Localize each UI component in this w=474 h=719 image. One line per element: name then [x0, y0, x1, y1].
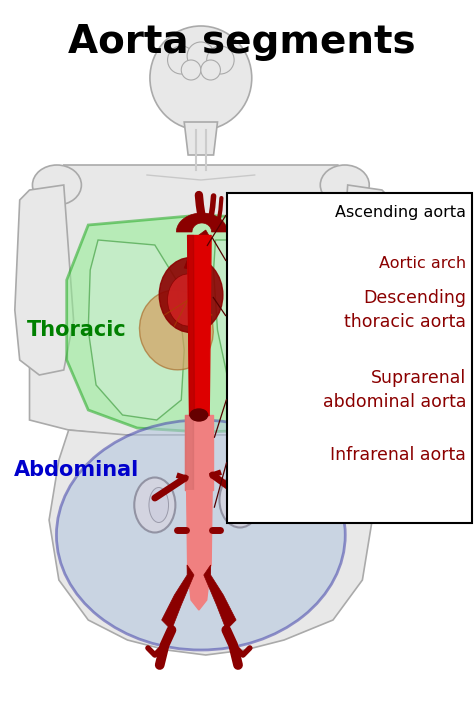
Ellipse shape — [32, 165, 82, 205]
Text: Ascending aorta: Ascending aorta — [335, 206, 466, 221]
Polygon shape — [338, 185, 397, 375]
Text: Aortic arch: Aortic arch — [379, 255, 466, 270]
Polygon shape — [184, 122, 218, 155]
Text: Abdominal: Abdominal — [14, 460, 139, 480]
Ellipse shape — [149, 487, 169, 523]
Circle shape — [167, 46, 195, 74]
Circle shape — [181, 60, 201, 80]
Polygon shape — [162, 565, 194, 630]
Polygon shape — [29, 165, 382, 435]
Ellipse shape — [159, 257, 223, 332]
Text: Aorta segments: Aorta segments — [68, 23, 416, 61]
Ellipse shape — [320, 165, 369, 205]
Circle shape — [150, 26, 252, 130]
Ellipse shape — [235, 482, 255, 518]
Ellipse shape — [190, 409, 208, 421]
Polygon shape — [187, 565, 210, 610]
Polygon shape — [49, 430, 372, 655]
Polygon shape — [184, 230, 209, 270]
Circle shape — [201, 60, 220, 80]
Polygon shape — [214, 240, 309, 415]
Ellipse shape — [167, 274, 209, 326]
Ellipse shape — [56, 420, 345, 650]
Circle shape — [187, 42, 215, 70]
Polygon shape — [176, 213, 227, 232]
Text: Suprarenal
abdominal aorta: Suprarenal abdominal aorta — [323, 369, 466, 411]
Bar — [227, 193, 472, 523]
Ellipse shape — [134, 477, 175, 533]
Text: Descending
thoracic aorta: Descending thoracic aorta — [344, 289, 466, 331]
Polygon shape — [88, 240, 184, 420]
Polygon shape — [204, 565, 236, 630]
Polygon shape — [67, 215, 348, 432]
Text: Infrarenal aorta: Infrarenal aorta — [330, 446, 466, 464]
Ellipse shape — [139, 290, 213, 370]
Polygon shape — [15, 185, 73, 375]
Text: Thoracic: Thoracic — [27, 320, 127, 340]
Circle shape — [207, 46, 234, 74]
Ellipse shape — [219, 472, 261, 528]
